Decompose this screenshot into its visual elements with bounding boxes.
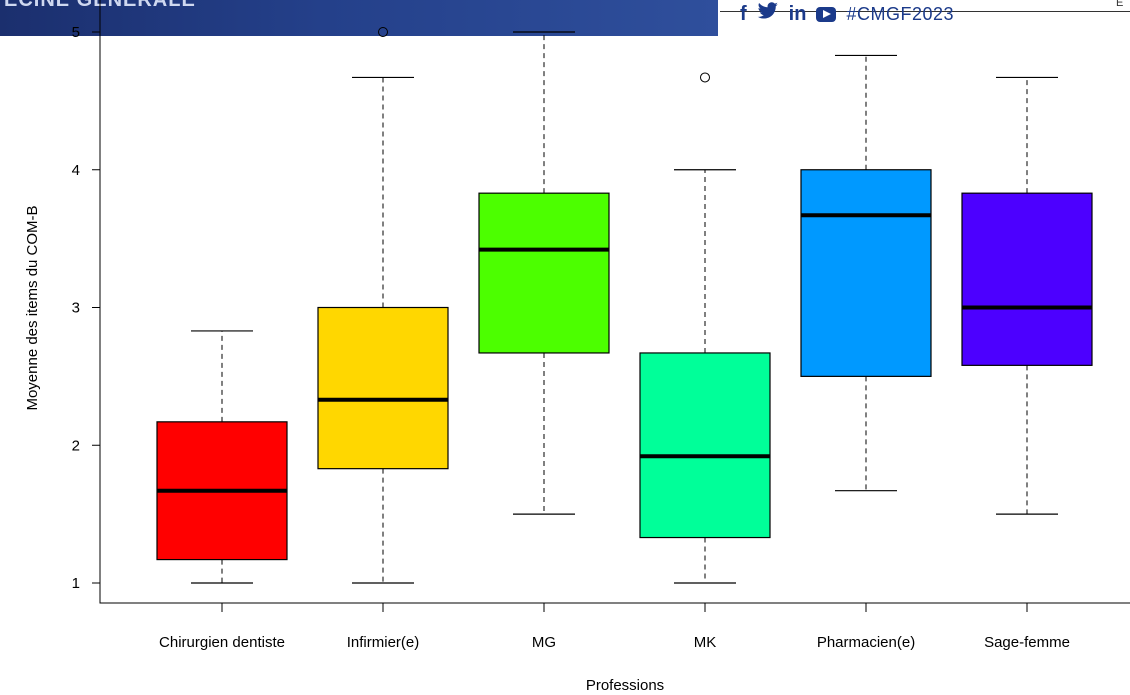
x-tick-label-infirmier-e: Infirmier(e): [347, 634, 420, 651]
box-mk: [639, 352, 771, 539]
plot-area: 1 2 3 4 5 Chirurgien dentiste Infirmier(e) MG MK…: [72, 0, 1130, 651]
y-tick-label: 4: [72, 162, 80, 179]
y-axis-title: Moyenne des items du COM-B: [24, 205, 41, 410]
facebook-icon[interactable]: f: [740, 2, 747, 25]
plot-frame: [99, 0, 1130, 604]
twitter-icon[interactable]: [757, 2, 779, 26]
box-mg: [478, 192, 610, 354]
hashtag-text: #CMGF2023: [846, 3, 954, 24]
banner-title: ECINE GENERALE: [4, 0, 196, 11]
youtube-icon[interactable]: [816, 6, 837, 22]
x-tick-label-chirurgien-dentiste: Chirurgien dentiste: [159, 634, 285, 651]
x-tick-label-sage-femme: Sage-femme: [984, 634, 1070, 651]
x-tick-label-pharmacien-e: Pharmacien(e): [817, 634, 915, 651]
box-sage-femme: [961, 192, 1093, 366]
y-tick-label: 1: [72, 575, 80, 592]
social-links: f in #CMGF2023: [740, 1, 954, 27]
header-divider: [720, 11, 1130, 12]
x-tick-label-mk: MK: [694, 634, 717, 651]
y-tick-label: 5: [72, 24, 80, 41]
linkedin-icon[interactable]: in: [788, 2, 807, 25]
y-tick-label: 3: [72, 300, 80, 317]
box-infirmier-e: [317, 306, 449, 470]
outlier-mk: [700, 72, 710, 83]
header-banner: ECINE GENERALE: [0, 0, 718, 36]
corner-mark: E: [1116, 0, 1124, 9]
x-axis-title: Professions: [586, 677, 664, 694]
y-tick-label: 2: [72, 437, 80, 454]
outlier-infirmier-e: [378, 27, 388, 37]
box-pharmacien-e: [800, 169, 932, 377]
x-tick-label-mg: MG: [532, 634, 556, 651]
